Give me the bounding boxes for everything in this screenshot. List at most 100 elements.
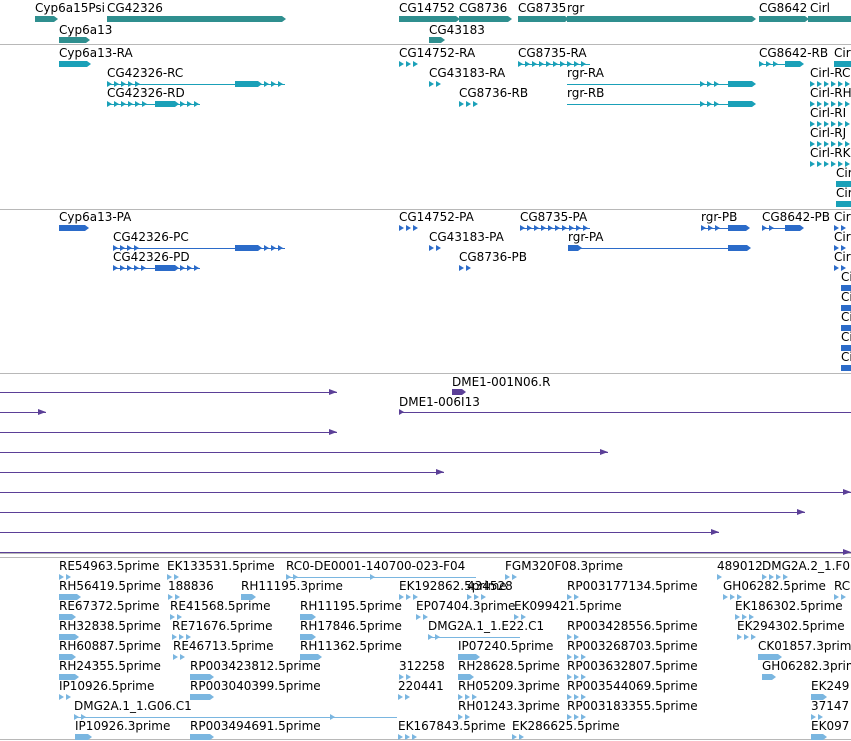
- transcript-feature[interactable]: CG8642-RB: [759, 46, 828, 67]
- protein-feature[interactable]: CG14752-PA: [399, 210, 475, 231]
- est-feature[interactable]: RE54963.5prime: [59, 559, 160, 580]
- est-feature[interactable]: RP003040399.5prime: [190, 679, 321, 700]
- gene-feature[interactable]: CG43183: [429, 23, 485, 43]
- gene-feature[interactable]: CG8735: [518, 1, 569, 22]
- gene-feature[interactable]: Cyp6a15Psi: [35, 1, 105, 22]
- est-feature[interactable]: RH60887.5prime: [59, 639, 161, 660]
- protein-feature[interactable]: CG42326-PD: [113, 250, 200, 271]
- est-feature[interactable]: RP003544069.5prime: [567, 679, 698, 700]
- clone-read[interactable]: [0, 489, 851, 495]
- est-feature[interactable]: RH17846.5prime: [300, 619, 402, 640]
- est-feature[interactable]: GH06282.5prime: [723, 579, 826, 600]
- protein-feature[interactable]: CG42326-PC: [113, 230, 285, 251]
- est-feature[interactable]: 434528: [467, 579, 513, 600]
- transcript-feature[interactable]: CG14752-RA: [399, 46, 476, 67]
- est-feature[interactable]: EK249: [811, 679, 849, 700]
- gene-feature[interactable]: CG42326: [107, 1, 286, 22]
- gene-feature[interactable]: rgr: [567, 1, 756, 22]
- est-feature[interactable]: RE46713.5prime: [173, 639, 274, 660]
- est-feature[interactable]: RP003177134.5prime: [567, 579, 698, 600]
- est-feature[interactable]: RE71676.5prime: [172, 619, 273, 640]
- transcript-feature[interactable]: CG8735-RA: [518, 46, 590, 67]
- transcript-feature[interactable]: rgr-RB: [567, 86, 756, 107]
- est-feature[interactable]: GH06282.3prim: [762, 659, 851, 680]
- protein-feature[interactable]: CG8735-PA: [520, 210, 590, 231]
- est-feature[interactable]: 188836: [168, 579, 214, 600]
- protein-feature[interactable]: CG43183-PA: [429, 230, 505, 251]
- est-feature[interactable]: EK167843.5prime: [398, 719, 506, 740]
- gene-feature[interactable]: CG14752: [399, 1, 460, 22]
- protein-feature[interactable]: CG8736-PB: [459, 250, 527, 271]
- est-feature[interactable]: FGM320F08.3prime: [505, 559, 623, 580]
- est-feature[interactable]: DMG2A.2_1.F0: [762, 559, 850, 580]
- est-feature[interactable]: RE67372.5prime: [59, 599, 160, 620]
- transcript-feature[interactable]: Cir: [834, 46, 851, 67]
- est-feature[interactable]: IP07240.5prime: [458, 639, 553, 660]
- gene-feature[interactable]: Cyp6a13: [59, 23, 112, 43]
- clone-read[interactable]: [0, 509, 805, 515]
- clone-read[interactable]: [0, 389, 337, 395]
- clone-feature[interactable]: DME1-001N06.R: [452, 375, 550, 395]
- est-feature[interactable]: RP003428556.5prime: [567, 619, 698, 640]
- transcript-feature[interactable]: Cyp6a13-RA: [59, 46, 134, 67]
- est-feature[interactable]: 220441: [398, 679, 444, 700]
- est-feature[interactable]: EK099421.5prime: [514, 599, 622, 620]
- est-feature[interactable]: EP07404.3prime: [416, 599, 515, 620]
- est-feature[interactable]: RH32838.5prime: [59, 619, 161, 640]
- gene-feature[interactable]: CG8736: [459, 1, 512, 22]
- transcript-feature[interactable]: Cirl-RC: [810, 66, 850, 87]
- transcript-feature[interactable]: Cirl-RJ: [810, 126, 850, 147]
- transcript-feature[interactable]: Cirl-RI: [810, 106, 850, 127]
- est-feature[interactable]: RP003268703.5prime: [567, 639, 698, 660]
- est-feature[interactable]: EK186302.5prime: [735, 599, 843, 620]
- protein-feature[interactable]: Cirl: [834, 210, 851, 231]
- protein-feature[interactable]: Cyp6a13-PA: [59, 210, 132, 231]
- est-feature[interactable]: EK286625.5prime: [512, 719, 620, 740]
- est-feature[interactable]: RE41568.5prime: [170, 599, 271, 620]
- clone-read[interactable]: [0, 409, 46, 415]
- protein-feature[interactable]: rgr-PA: [568, 230, 751, 251]
- est-feature[interactable]: EK097: [811, 719, 849, 740]
- est-feature[interactable]: RH11195.3prime: [241, 579, 343, 600]
- est-feature[interactable]: RH28628.5prime: [458, 659, 560, 680]
- protein-feature[interactable]: Ci: [841, 350, 851, 371]
- est-feature[interactable]: 312258: [399, 659, 445, 680]
- est-feature[interactable]: RC0-DE0001-140700-023-F04: [286, 559, 476, 580]
- protein-feature[interactable]: Ci: [841, 310, 851, 331]
- transcript-feature[interactable]: rgr-RA: [567, 66, 756, 87]
- clone-read[interactable]: [0, 529, 719, 535]
- est-feature[interactable]: RH01243.3prime: [458, 699, 560, 720]
- est-feature[interactable]: 37147: [811, 699, 849, 720]
- est-feature[interactable]: RC: [834, 579, 850, 600]
- gene-feature[interactable]: Cirl: [808, 1, 851, 22]
- transcript-feature[interactable]: Cirl-RH: [810, 86, 851, 107]
- est-feature[interactable]: EK192862.5prime: [399, 579, 507, 600]
- transcript-feature[interactable]: CG42326-RD: [107, 86, 200, 107]
- clone-read[interactable]: [0, 549, 851, 555]
- est-feature[interactable]: IP10926.5prime: [59, 679, 154, 700]
- est-feature[interactable]: RP003183355.5prime: [567, 699, 698, 720]
- clone-read[interactable]: [0, 469, 444, 475]
- transcript-feature[interactable]: Cir: [836, 186, 851, 207]
- protein-feature[interactable]: Ci: [841, 290, 851, 311]
- clone-feature[interactable]: DME1-006I13: [399, 395, 851, 415]
- protein-feature[interactable]: rgr-PB: [701, 210, 750, 231]
- gene-feature[interactable]: CG8642: [759, 1, 809, 22]
- protein-feature[interactable]: Cirl: [834, 230, 851, 251]
- clone-read[interactable]: [0, 429, 337, 435]
- est-feature[interactable]: RH24355.5prime: [59, 659, 161, 680]
- est-feature[interactable]: DMG2A.1_1.G06.C1: [74, 699, 397, 720]
- est-feature[interactable]: IP10926.3prime: [75, 719, 170, 740]
- est-feature[interactable]: RH11195.5prime: [300, 599, 402, 620]
- est-feature[interactable]: RH56419.5prime: [59, 579, 161, 600]
- protein-feature[interactable]: Cirl: [834, 250, 851, 271]
- est-feature[interactable]: RP003494691.5prime: [190, 719, 321, 740]
- est-feature[interactable]: EK133531.5prime: [167, 559, 275, 580]
- transcript-feature[interactable]: CG43183-RA: [429, 66, 506, 87]
- transcript-feature[interactable]: Cirl-RK: [810, 146, 851, 167]
- est-feature[interactable]: 489012: [717, 559, 763, 580]
- protein-feature[interactable]: CG8642-PB: [762, 210, 830, 231]
- clone-read[interactable]: [0, 449, 608, 455]
- est-feature[interactable]: RH05209.3prime: [458, 679, 560, 700]
- protein-feature[interactable]: Ci: [841, 330, 851, 351]
